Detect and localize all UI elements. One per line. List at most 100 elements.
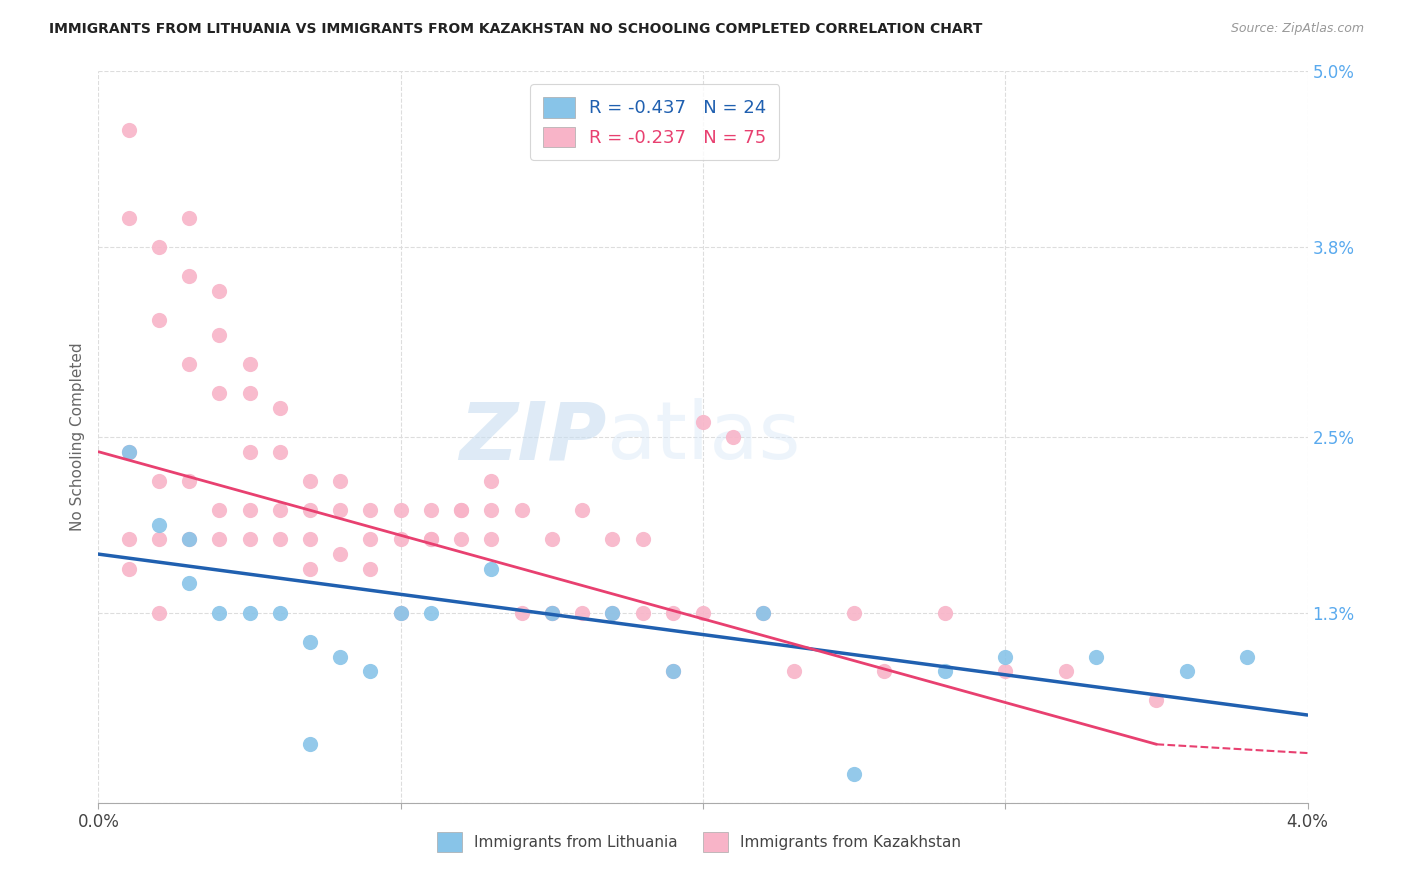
Point <box>602 606 624 620</box>
Point <box>269 503 291 517</box>
Point <box>994 649 1017 664</box>
Point <box>118 123 141 137</box>
Point <box>420 503 443 517</box>
Point <box>602 606 624 620</box>
Point <box>661 664 683 678</box>
Point <box>329 503 352 517</box>
Point <box>540 606 562 620</box>
Text: IMMIGRANTS FROM LITHUANIA VS IMMIGRANTS FROM KAZAKHSTAN NO SCHOOLING COMPLETED C: IMMIGRANTS FROM LITHUANIA VS IMMIGRANTS … <box>49 22 983 37</box>
Point <box>420 533 443 547</box>
Point <box>269 401 291 415</box>
Text: atlas: atlas <box>606 398 800 476</box>
Point <box>329 547 352 561</box>
Point <box>329 474 352 488</box>
Point <box>118 562 141 576</box>
Point <box>752 606 775 620</box>
Point <box>540 533 562 547</box>
Point <box>239 606 262 620</box>
Point <box>1146 693 1168 707</box>
Point <box>783 664 806 678</box>
Point <box>299 737 322 751</box>
Point <box>239 357 262 371</box>
Point <box>179 533 201 547</box>
Point <box>179 269 201 284</box>
Point <box>389 533 412 547</box>
Point <box>208 533 231 547</box>
Point <box>148 606 170 620</box>
Point <box>1085 649 1108 664</box>
Point <box>540 606 562 620</box>
Point <box>934 664 956 678</box>
Point <box>540 606 562 620</box>
Point <box>692 606 714 620</box>
Point <box>1054 664 1077 678</box>
Point <box>389 606 412 620</box>
Point <box>118 444 141 458</box>
Point <box>148 533 170 547</box>
Point <box>148 474 170 488</box>
Point <box>389 503 412 517</box>
Point <box>208 327 231 342</box>
Text: Immigrants from Kazakhstan: Immigrants from Kazakhstan <box>740 835 960 849</box>
Point <box>239 386 262 401</box>
Point <box>208 503 231 517</box>
Point <box>661 664 683 678</box>
Point <box>1236 649 1258 664</box>
Point <box>692 416 714 430</box>
Point <box>179 211 201 225</box>
Point <box>934 606 956 620</box>
Point <box>450 533 472 547</box>
Point <box>118 444 141 458</box>
Legend: R = -0.437   N = 24, R = -0.237   N = 75: R = -0.437 N = 24, R = -0.237 N = 75 <box>530 84 779 160</box>
Point <box>420 606 443 620</box>
Point <box>661 606 683 620</box>
Point <box>299 474 322 488</box>
Point <box>299 503 322 517</box>
Text: Immigrants from Lithuania: Immigrants from Lithuania <box>474 835 678 849</box>
Point <box>450 503 472 517</box>
Point <box>269 606 291 620</box>
Point <box>481 503 503 517</box>
Point <box>148 517 170 532</box>
Y-axis label: No Schooling Completed: No Schooling Completed <box>69 343 84 532</box>
Point <box>389 606 412 620</box>
Point <box>631 606 654 620</box>
Point <box>360 503 382 517</box>
Point <box>269 533 291 547</box>
Point <box>208 284 231 298</box>
Point <box>239 503 262 517</box>
Point <box>269 444 291 458</box>
Point <box>752 606 775 620</box>
Point <box>208 386 231 401</box>
Point <box>481 474 503 488</box>
Point <box>481 533 503 547</box>
Text: ZIP: ZIP <box>458 398 606 476</box>
Point <box>510 503 533 517</box>
Point <box>510 606 533 620</box>
Point <box>148 240 170 254</box>
Point <box>148 313 170 327</box>
Point <box>118 211 141 225</box>
Point <box>179 533 201 547</box>
Point <box>179 357 201 371</box>
Point <box>360 562 382 576</box>
Point <box>208 606 231 620</box>
Point <box>844 766 866 780</box>
Point <box>179 576 201 591</box>
Point <box>360 533 382 547</box>
Point <box>239 533 262 547</box>
Point <box>844 606 866 620</box>
Point <box>723 430 745 444</box>
Point <box>481 562 503 576</box>
Point <box>994 664 1017 678</box>
Point <box>873 664 896 678</box>
Point <box>299 635 322 649</box>
Point <box>631 533 654 547</box>
Point <box>118 533 141 547</box>
Point <box>420 533 443 547</box>
Text: Source: ZipAtlas.com: Source: ZipAtlas.com <box>1230 22 1364 36</box>
Point <box>299 533 322 547</box>
Point <box>299 562 322 576</box>
Point <box>239 444 262 458</box>
Point <box>602 533 624 547</box>
